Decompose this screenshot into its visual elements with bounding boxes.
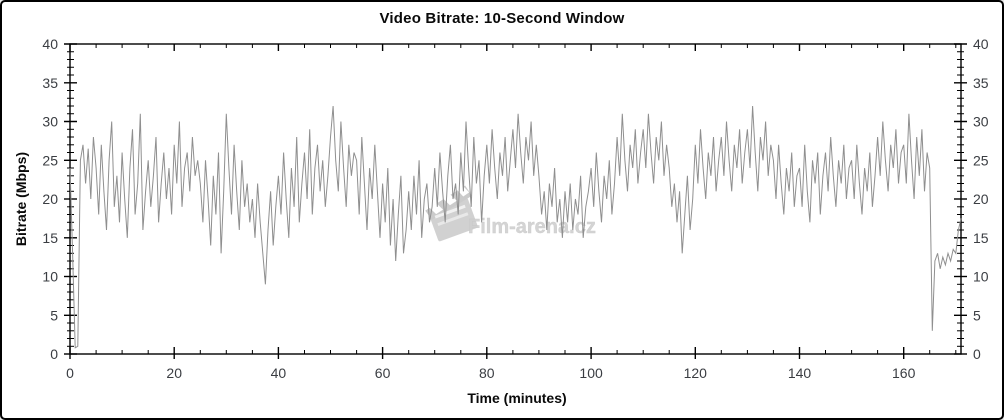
watermark-text: Film-arena.cz [468,216,596,238]
svg-text:15: 15 [973,230,989,246]
bitrate-series-line [69,105,962,349]
svg-text:20: 20 [166,365,182,381]
svg-text:30: 30 [42,114,58,130]
svg-text:40: 40 [42,36,58,52]
svg-text:35: 35 [973,75,989,91]
svg-text:20: 20 [42,191,58,207]
x-axis-label: Time (minutes) [467,390,566,406]
svg-text:25: 25 [42,152,58,168]
svg-text:0: 0 [50,346,58,362]
svg-text:0: 0 [66,365,74,381]
svg-text:40: 40 [271,365,287,381]
y-axis-label: Bitrate (Mbps) [13,152,29,246]
svg-text:60: 60 [375,365,391,381]
svg-text:120: 120 [684,365,708,381]
svg-text:5: 5 [973,307,981,323]
svg-text:100: 100 [579,365,603,381]
svg-text:160: 160 [892,365,916,381]
svg-text:80: 80 [479,365,495,381]
chart-title: Video Bitrate: 10-Second Window [379,10,625,27]
svg-text:40: 40 [973,36,989,52]
svg-text:10: 10 [973,269,989,285]
svg-text:20: 20 [973,191,989,207]
svg-text:5: 5 [50,307,58,323]
svg-text:25: 25 [973,152,989,168]
svg-text:140: 140 [788,365,812,381]
svg-text:30: 30 [973,114,989,130]
svg-text:35: 35 [42,75,58,91]
watermark: Film-arena.cz [425,185,596,242]
axes [64,43,967,359]
svg-text:0: 0 [973,346,981,362]
svg-text:10: 10 [42,269,58,285]
svg-text:15: 15 [42,230,58,246]
